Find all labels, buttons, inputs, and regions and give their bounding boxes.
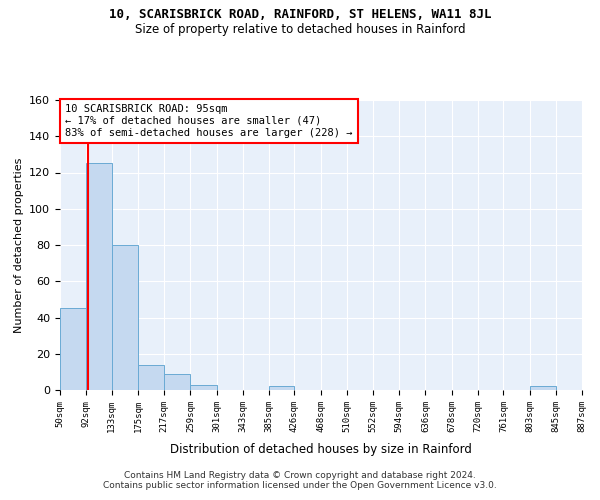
Bar: [269, 386, 295, 390]
Bar: [138, 364, 164, 390]
Bar: [164, 374, 190, 390]
Bar: [112, 245, 138, 390]
Bar: [530, 386, 556, 390]
Y-axis label: Number of detached properties: Number of detached properties: [14, 158, 23, 332]
Bar: [60, 308, 86, 390]
Bar: [86, 164, 112, 390]
Text: Contains HM Land Registry data © Crown copyright and database right 2024.
Contai: Contains HM Land Registry data © Crown c…: [103, 470, 497, 490]
Text: Distribution of detached houses by size in Rainford: Distribution of detached houses by size …: [170, 442, 472, 456]
Text: 10 SCARISBRICK ROAD: 95sqm
← 17% of detached houses are smaller (47)
83% of semi: 10 SCARISBRICK ROAD: 95sqm ← 17% of deta…: [65, 104, 353, 138]
Bar: [190, 384, 217, 390]
Text: 10, SCARISBRICK ROAD, RAINFORD, ST HELENS, WA11 8JL: 10, SCARISBRICK ROAD, RAINFORD, ST HELEN…: [109, 8, 491, 20]
Text: Size of property relative to detached houses in Rainford: Size of property relative to detached ho…: [134, 22, 466, 36]
